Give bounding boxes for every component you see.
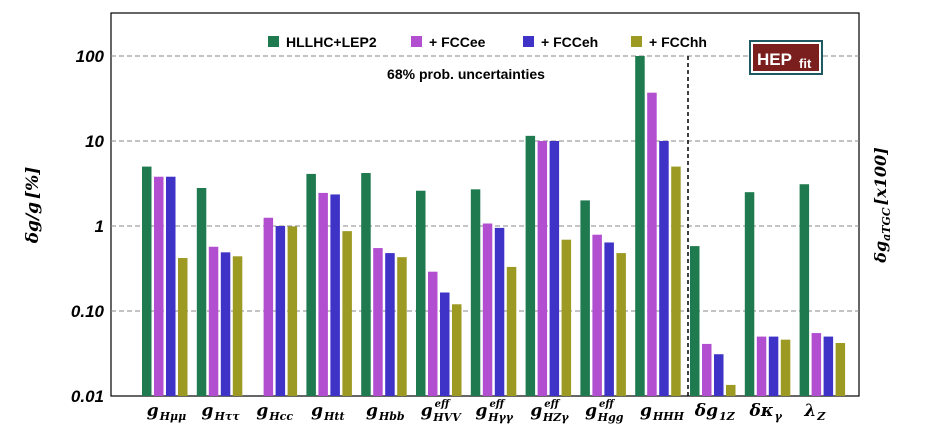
x-tick-label: gHbb: [366, 401, 405, 423]
y-axis-label-right: δgaTGC[x100]: [871, 147, 893, 263]
bar: [342, 231, 352, 396]
bar: [799, 184, 810, 396]
bar: [440, 292, 450, 396]
y-tick-label: 0.01: [71, 387, 104, 406]
x-tick-label: gHcc: [256, 401, 293, 423]
x-axis-labels: gHμμ gHττ gHcc gHtt gHbb g eff HVV g eff Hγγ g eff HZ…: [147, 399, 827, 424]
bar: [166, 176, 176, 396]
bar: [616, 253, 626, 396]
bar: [561, 239, 572, 396]
bar: [306, 173, 316, 396]
bar: [482, 223, 493, 396]
bar: [592, 234, 602, 396]
bar: [525, 135, 536, 396]
x-tick-label: gHμμ: [147, 401, 186, 423]
bar: [823, 336, 834, 396]
bar: [452, 304, 462, 396]
bar: [178, 258, 188, 396]
bar: [470, 189, 481, 396]
bar: [397, 257, 407, 396]
bar: [811, 333, 822, 396]
y-tick-label: 100: [76, 47, 105, 66]
bar: [756, 336, 767, 396]
bar: [580, 200, 590, 396]
bar: [647, 92, 657, 396]
bar: [714, 354, 724, 396]
y-axis-ticks: 0.01 0.10 1 10 100: [71, 47, 105, 406]
y-axis-label: δg/g[%]: [23, 167, 43, 245]
bar: [287, 226, 298, 396]
x-tick-label: g eff Hγγ: [476, 399, 514, 424]
legend-label: HLLHC+LEP2: [286, 34, 377, 50]
x-tick-label: δg1Z: [694, 401, 736, 423]
svg-text:fit: fit: [799, 56, 812, 71]
bar: [604, 242, 614, 396]
bar: [318, 192, 328, 396]
bar: [330, 194, 340, 396]
annotation: 68% prob. uncertainties: [387, 66, 545, 82]
bar: [220, 252, 231, 396]
x-tick-label: λZ: [803, 401, 826, 423]
y-tick-label: 0.10: [71, 302, 105, 321]
hepfit-logo: HEP fit: [749, 40, 823, 75]
legend-label: + FCCeh: [541, 34, 598, 50]
bar: [154, 176, 164, 396]
bar: [275, 226, 286, 396]
bar: [702, 343, 712, 396]
bar: [549, 141, 560, 396]
bar: [196, 187, 207, 396]
x-tick-label: gHtt: [311, 401, 344, 423]
x-tick-label: gHHH: [640, 401, 685, 423]
bar: [428, 271, 438, 396]
bar: [385, 253, 395, 396]
bar: [208, 246, 219, 396]
bar: [373, 248, 383, 396]
bar: [659, 141, 669, 396]
bar: [835, 343, 846, 396]
bar: [416, 190, 426, 396]
bar: [537, 141, 548, 396]
bar: [263, 217, 274, 396]
bar: [506, 266, 517, 396]
x-tick-label: g eff HVV: [421, 399, 462, 424]
bar: [232, 256, 243, 396]
x-tick-label: gHττ: [202, 401, 241, 423]
bar: [361, 173, 371, 396]
bar: [635, 56, 645, 396]
bar: [768, 336, 779, 396]
bar: [726, 384, 736, 396]
bars: [142, 56, 846, 396]
x-tick-label: g eff Hgg: [585, 399, 624, 424]
legend-swatch: [631, 36, 642, 47]
legend-swatch: [268, 36, 279, 47]
bar: [494, 227, 505, 396]
bar: [142, 166, 152, 396]
legend-label: + FCChh: [649, 34, 707, 50]
legend-swatch: [411, 36, 422, 47]
y-tick-label: 1: [95, 217, 104, 236]
x-tick-label: δκγ: [749, 401, 783, 423]
legend-label: + FCCee: [429, 34, 486, 50]
bar: [690, 246, 700, 396]
bar: [671, 166, 681, 396]
legend-swatch: [523, 36, 534, 47]
svg-text:HEP: HEP: [757, 50, 792, 69]
bar: [744, 192, 755, 396]
x-tick-label: g eff HZγ: [530, 399, 569, 424]
legend: HLLHC+LEP2 + FCCee + FCCeh + FCChh: [268, 34, 707, 50]
y-tick-label: 10: [85, 132, 104, 151]
bar: [780, 339, 791, 396]
